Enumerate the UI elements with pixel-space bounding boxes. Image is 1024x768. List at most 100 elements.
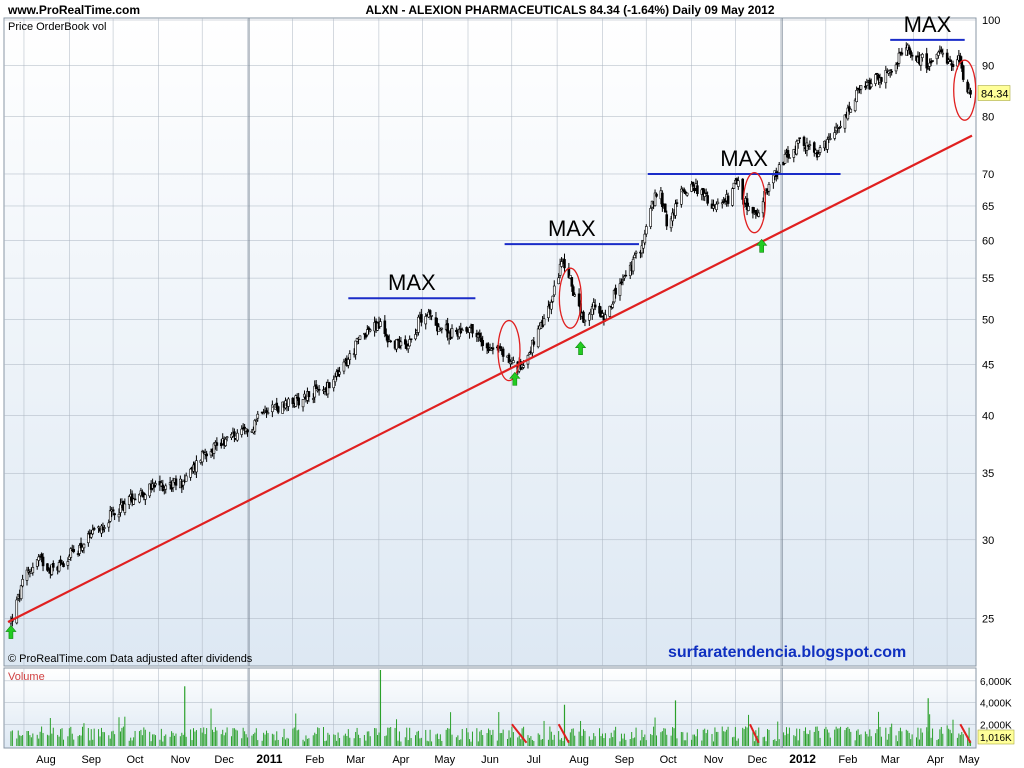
candle-body <box>929 60 933 64</box>
candle-body <box>757 212 761 217</box>
candle-body <box>558 263 562 276</box>
candle-body <box>583 320 587 323</box>
candle-body <box>133 498 137 501</box>
last-price-badge <box>977 85 1011 101</box>
candle-body <box>41 556 45 567</box>
candle-body <box>184 475 188 482</box>
price-tick-label: 60 <box>982 236 994 248</box>
candle-body <box>826 139 829 150</box>
month-tick-label: 2012 <box>789 752 816 766</box>
candle-body <box>783 154 787 164</box>
panel-label: Price OrderBook vol <box>8 21 106 33</box>
month-tick-label: Aug <box>36 754 56 766</box>
candle-body <box>536 328 540 348</box>
price-panel <box>3 17 977 667</box>
candle-body <box>414 334 417 340</box>
candle-body <box>19 585 23 599</box>
candle-body <box>931 60 934 62</box>
candle-body <box>348 353 352 360</box>
month-tick-label: Jun <box>481 754 499 766</box>
candle-body <box>926 68 930 71</box>
candle-body <box>552 285 556 296</box>
candle-body <box>97 526 100 529</box>
candle-body <box>969 90 972 95</box>
candle-body <box>532 341 536 345</box>
month-tick-label: Mar <box>881 754 900 766</box>
candle-body <box>674 203 677 216</box>
candle-body <box>498 346 502 349</box>
candle-body <box>111 509 115 512</box>
candle-body <box>937 51 940 56</box>
candle-body <box>653 192 657 206</box>
up-arrow-icon <box>756 238 768 253</box>
candle-body <box>542 318 546 326</box>
candle-body <box>680 188 683 205</box>
volume-down-marker <box>511 723 528 744</box>
candle-body <box>855 89 858 103</box>
month-tick-label: May <box>434 754 455 766</box>
candle-body <box>961 65 965 80</box>
candle-body <box>557 277 560 285</box>
site-name[interactable]: www.ProRealTime.com <box>7 3 140 17</box>
candle-body <box>200 451 204 463</box>
candle-body <box>767 184 771 192</box>
candle-body <box>107 522 111 528</box>
support-trendline <box>7 134 973 623</box>
candle-body <box>368 329 372 332</box>
candle-body <box>240 428 243 435</box>
candle-body <box>910 54 914 57</box>
candle-body <box>326 382 330 395</box>
candle-body <box>833 132 837 139</box>
candle-body <box>551 295 555 302</box>
candle-body <box>563 259 566 269</box>
candle-body <box>894 64 898 72</box>
month-tick-label: Apr <box>392 754 409 766</box>
candle-body <box>446 323 449 338</box>
month-tick-label: Oct <box>127 754 144 766</box>
candle-body <box>716 201 720 205</box>
candle-body <box>849 108 853 113</box>
candle-body <box>428 310 432 315</box>
candle-body <box>864 85 867 88</box>
volume-grid <box>4 668 976 748</box>
candle-body <box>512 360 515 364</box>
candle-body <box>313 385 317 398</box>
candle-body <box>301 398 305 408</box>
candle-body <box>367 327 371 330</box>
month-tick-label: Feb <box>838 754 857 766</box>
last-volume-badge <box>977 729 1015 745</box>
candle-body <box>624 274 628 277</box>
candle-body <box>395 339 398 350</box>
candle-body <box>384 333 388 337</box>
candle-body <box>46 563 49 571</box>
price-axis: 25 30 35 40 45 50 55 60 65 70 80 90 100 84.34 <box>977 15 1011 626</box>
candle-body <box>573 294 577 297</box>
candle-body <box>802 136 806 146</box>
candle-body <box>643 233 647 244</box>
candle-body <box>389 340 392 343</box>
up-arrow-icon <box>574 341 587 356</box>
candle-body <box>181 481 185 486</box>
candle-body <box>294 395 298 407</box>
price-tick-label: 35 <box>982 468 994 480</box>
candle-body <box>754 209 758 215</box>
candle-body <box>328 382 331 389</box>
candle-body <box>732 182 736 189</box>
candle-body <box>420 314 423 323</box>
candle-body <box>307 391 311 398</box>
candle-body <box>909 50 912 55</box>
candle-body <box>205 453 208 457</box>
candle-body <box>383 320 387 334</box>
candle-body <box>827 135 831 138</box>
candle-body <box>843 114 847 129</box>
month-tick-label: Dec <box>214 754 234 766</box>
candle-body <box>62 563 65 568</box>
candle-body <box>358 335 362 340</box>
candle-body <box>113 513 116 516</box>
candle-body <box>66 561 70 566</box>
candle-body <box>634 251 638 254</box>
last-volume-value: 1,016K <box>980 733 1012 744</box>
volume-down-marker <box>959 723 972 744</box>
volume-label: Volume <box>8 671 45 683</box>
